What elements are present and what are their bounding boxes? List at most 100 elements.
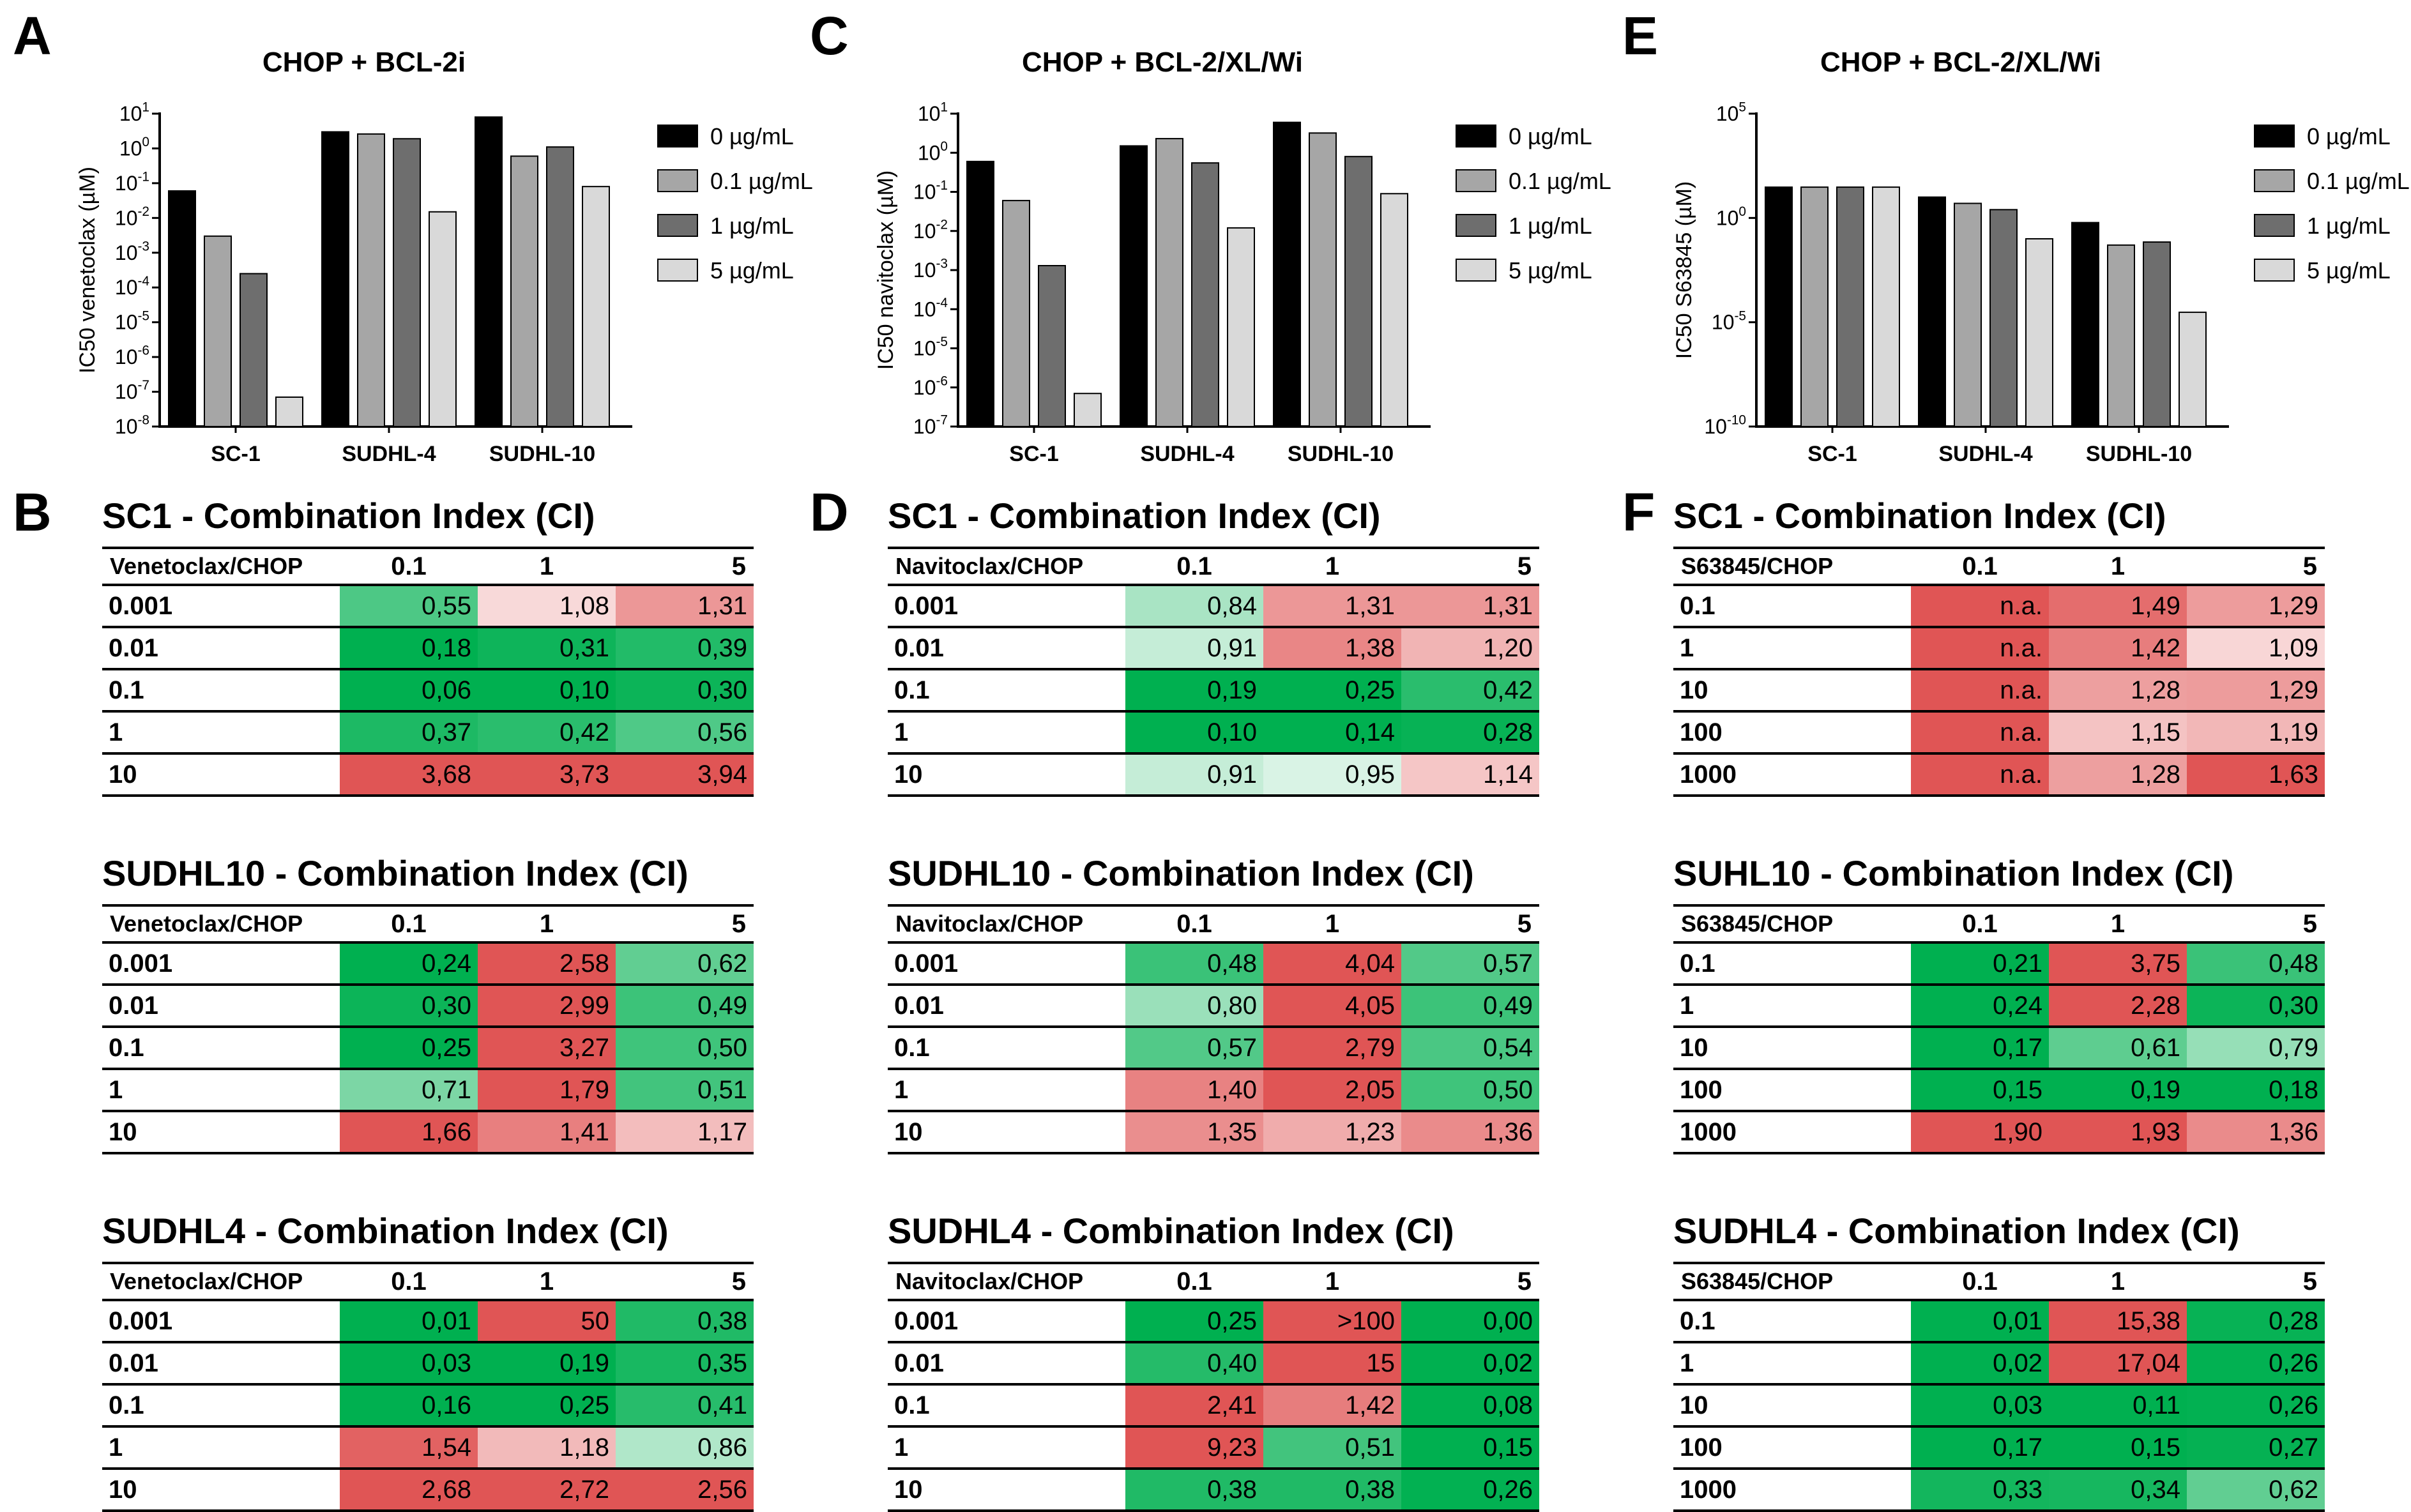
y-tick-label: 100 [918,139,948,164]
ci-row-label: 0.001 [102,1299,340,1342]
ci-table-row: 1 0,71 1,79 0,51 [102,1068,754,1111]
ci-cell: 0,18 [2187,1068,2325,1111]
bar [2143,241,2171,427]
legend-swatch [2254,125,2295,147]
ci-cell: 1,15 [2049,710,2187,753]
ci-cell: 1,28 [2049,752,2187,797]
y-tick-label: 10-1 [115,169,149,194]
legend-label: 5 µg/mL [2307,257,2391,284]
ci-cell: 0,38 [616,1299,754,1342]
panel-label-e: E [1622,6,1659,66]
ci-table: Navitoclax/CHOP 0.1 1 5 0.001 0,84 1,31 1,31 0.0… [888,547,1539,797]
ci-cell: 1,09 [2187,626,2325,669]
ci-cell: 0,49 [1401,983,1539,1027]
bar [1836,186,1864,427]
ci-table-row: 1000 n.a. 1,28 1,63 [1673,752,2325,797]
legend-label: 0 µg/mL [710,123,794,149]
ci-tables-s63845: SC1 - Combination Index (CI) S63845/CHOP 0… [1673,498,2325,1512]
panel-label-b: B [13,482,52,542]
legend-label: 0.1 µg/mL [710,168,813,194]
ci-cell: 0,33 [1911,1467,2049,1512]
ci-table-row: 10 1,66 1,41 1,17 [102,1110,754,1154]
ci-table-block: SC1 - Combination Index (CI) Venetoclax/C… [102,498,754,797]
ci-cell: 1,79 [478,1068,616,1111]
ci-cell: 1,17 [616,1110,754,1154]
y-axis-label: IC50 S63845 (µM) [1672,181,1696,359]
bar [357,133,385,428]
ci-cell: 0,10 [478,668,616,711]
ci-table-row: 10 0,03 0,11 0,26 [1673,1383,2325,1426]
x-tick-label: SC-1 [1009,442,1058,466]
ci-table-row: 10 0,17 0,61 0,79 [1673,1025,2325,1069]
ci-table-row: 0.1 n.a. 1,49 1,29 [1673,584,2325,627]
bar [204,235,232,427]
y-tick-label: 10-6 [115,344,149,368]
ci-table-row: 100 0,15 0,19 0,18 [1673,1068,2325,1111]
ci-column-header: 1 [1325,552,1340,580]
ci-column-header: 5 [731,1267,746,1296]
ci-cell: 1,14 [1401,752,1539,797]
ci-column-header: 0.1 [1176,909,1212,938]
ci-cell: 0,84 [1125,584,1263,627]
ci-row-label: 0.01 [102,1341,340,1384]
bar [1380,193,1408,427]
ci-table: Venetoclax/CHOP 0.1 1 5 0.001 0,01 50 0,38 0.01 0… [102,1262,754,1512]
ci-row-label: 10 [1673,1025,1911,1069]
ci-cell: 0,24 [340,941,478,985]
ci-table-row: 0.1 2,41 1,42 0,08 [888,1383,1539,1426]
y-tick-label: 10-4 [913,296,948,321]
ci-cell: 1,20 [1401,626,1539,669]
ci-corner-header: Navitoclax/CHOP [895,911,1084,937]
y-tick-label: 10-2 [115,204,149,229]
bar [168,190,196,427]
ci-row-label: 10 [102,752,340,797]
x-tick-label: SUDHL-10 [2086,442,2192,466]
ci-table-row: 0.01 0,80 4,05 0,49 [888,983,1539,1027]
ci-cell: 2,72 [478,1467,616,1512]
ci-table-row: 100 n.a. 1,15 1,19 [1673,710,2325,753]
ci-cell: 2,41 [1125,1383,1263,1426]
ci-row-label: 0.001 [888,941,1125,985]
ci-cell: 0,26 [2187,1383,2325,1426]
ci-row-label: 0.01 [888,1341,1125,1384]
ci-cell: 0,57 [1401,941,1539,985]
bar [2025,238,2053,427]
bar-chart-s63845: CHOP + BCL-2/XL/Wi IC50 S63845 (µM) 10-10 1… [1672,47,2410,466]
y-tick-label: 10-7 [913,413,948,438]
ci-cell: 0,30 [616,668,754,711]
y-tick-label: 10-5 [1712,308,1746,333]
y-tick-label: 101 [119,100,149,125]
ci-cell: 2,68 [340,1467,478,1512]
ci-row-label: 10 [102,1110,340,1154]
ci-row-label: 0.01 [888,983,1125,1027]
y-tick-label: 10-5 [913,335,948,359]
ci-corner-header: S63845/CHOP [1681,911,1834,937]
ci-table-row: 0.1 0,25 3,27 0,50 [102,1025,754,1069]
ci-table: S63845/CHOP 0.1 1 5 0.1 0,01 15,38 0,28 1 0,02 17,… [1673,1262,2325,1512]
ci-cell: 1,40 [1125,1068,1263,1111]
ci-table-row: 0.001 0,84 1,31 1,31 [888,584,1539,627]
ci-table-row: 0.1 0,19 0,25 0,42 [888,668,1539,711]
ci-cell: 0,95 [1263,752,1401,797]
ci-cell: 0,51 [616,1068,754,1111]
ci-table-row: 1 9,23 0,51 0,15 [888,1425,1539,1469]
ci-table-block: SUDHL10 - Combination Index (CI) Venetocl… [102,856,754,1154]
x-tick-label: SC-1 [211,442,260,466]
ci-table-row: 1 0,02 17,04 0,26 [1673,1341,2325,1384]
ci-table-block: SC1 - Combination Index (CI) Navitoclax/C… [888,498,1539,797]
ci-cell: 0,19 [478,1341,616,1384]
ci-table-row: 100 0,17 0,15 0,27 [1673,1425,2325,1469]
ci-cell: 0,56 [616,710,754,753]
ci-column-header: 1 [2110,909,2126,938]
ci-cell: 0,61 [2049,1025,2187,1069]
ci-table-row: 0.1 0,01 15,38 0,28 [1673,1299,2325,1342]
bar [582,186,610,427]
ci-cell: 0,15 [1911,1068,2049,1111]
bar [429,211,457,427]
ci-cell: 0,25 [340,1025,478,1069]
panel-label-d: D [810,482,849,542]
bar [1038,265,1066,427]
ci-cell: 0,26 [1401,1467,1539,1512]
ci-cell: 2,58 [478,941,616,985]
ci-cell: 1,31 [616,584,754,627]
